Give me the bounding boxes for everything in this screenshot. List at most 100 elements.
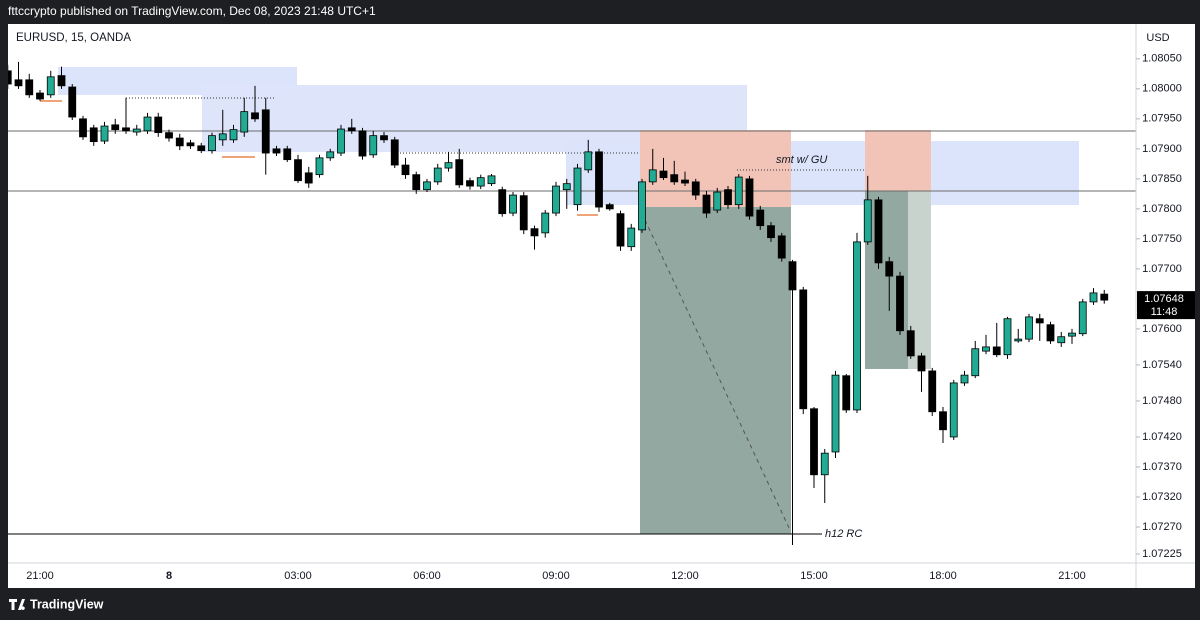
candle-body xyxy=(390,139,399,166)
candle-body xyxy=(197,145,206,152)
candle-body xyxy=(304,172,313,184)
candle-body xyxy=(57,75,66,87)
candle-body xyxy=(702,194,711,214)
candle-body xyxy=(401,164,410,176)
candle-body xyxy=(670,174,679,183)
y-tick-label: 1.07270 xyxy=(1142,521,1182,533)
symbol: EURUSD, 15, OANDA xyxy=(16,32,131,44)
zone xyxy=(640,207,791,534)
y-tick-label: 1.07950 xyxy=(1142,113,1182,125)
candle-body xyxy=(713,191,722,211)
candle-body xyxy=(1089,292,1098,303)
candle-body xyxy=(756,209,765,227)
candle-body xyxy=(272,148,281,154)
candle-body xyxy=(906,330,915,357)
candle-body xyxy=(36,92,44,100)
candle-body xyxy=(1100,293,1109,301)
candle-body xyxy=(122,127,130,132)
last-price-box xyxy=(1137,291,1195,320)
candle-body xyxy=(132,128,141,133)
candle-body xyxy=(143,116,152,132)
x-tick-label: 09:00 xyxy=(542,570,570,582)
y-tick-label: 1.08000 xyxy=(1142,83,1182,95)
candle-body xyxy=(562,183,571,191)
candle-body xyxy=(519,195,528,231)
candle-body xyxy=(939,411,947,431)
candle-body xyxy=(659,170,668,179)
candle-body xyxy=(412,174,421,191)
footer-logo: TradingView xyxy=(9,597,104,611)
annotation: h12 RC xyxy=(825,528,862,540)
annotation: smt w/ GU xyxy=(776,154,827,166)
candle-body xyxy=(89,127,98,143)
candle-body xyxy=(638,181,646,231)
candle-body xyxy=(1078,301,1087,335)
x-tick-label: 21:00 xyxy=(1058,570,1086,582)
candle-body xyxy=(1057,336,1066,344)
candle-body xyxy=(229,129,238,141)
candle-body xyxy=(186,142,195,147)
candle-body xyxy=(326,151,335,159)
brand: TradingView xyxy=(30,597,104,611)
candle-body xyxy=(1068,332,1076,337)
candle-body xyxy=(584,151,593,171)
y-tick-label: 1.07320 xyxy=(1142,491,1182,503)
candle-body xyxy=(1014,338,1023,342)
candle-body xyxy=(724,189,732,206)
candle-body xyxy=(175,137,184,147)
candle-body xyxy=(863,199,872,243)
x-tick-label: 03:00 xyxy=(284,570,312,582)
candle-body xyxy=(261,109,270,154)
candle-body xyxy=(487,175,496,185)
y-tick-label: 1.07480 xyxy=(1142,395,1182,407)
candle-body xyxy=(100,125,109,142)
candle-body xyxy=(294,159,302,182)
candle-body xyxy=(917,355,926,372)
candle-body xyxy=(595,151,603,208)
y-tick-label: 1.07800 xyxy=(1142,203,1182,215)
candle-body xyxy=(767,225,775,239)
candle-body xyxy=(573,167,582,206)
candle-body xyxy=(1025,316,1033,340)
candle-body xyxy=(25,79,34,96)
candle-body xyxy=(885,261,894,277)
x-tick-label: 21:00 xyxy=(26,570,54,582)
countdown-label: 11:48 xyxy=(1151,306,1178,318)
candle-body xyxy=(530,228,539,237)
publish-info: fttccrypto published on TradingView.com,… xyxy=(8,4,376,18)
y-tick-label: 1.07850 xyxy=(1142,173,1182,185)
candle-body xyxy=(681,179,689,184)
candle-body xyxy=(896,275,904,332)
candle-body xyxy=(831,374,840,453)
candle-body xyxy=(283,148,292,161)
projection-line xyxy=(644,219,791,531)
candle-body xyxy=(1035,318,1044,324)
candle-body xyxy=(498,189,507,215)
y-tick-label: 1.07540 xyxy=(1142,359,1182,371)
candle-body xyxy=(874,199,883,264)
candle-body xyxy=(358,130,367,157)
candle-body xyxy=(960,374,969,384)
candle-body xyxy=(616,213,625,247)
candles xyxy=(8,61,1109,545)
candle-body xyxy=(337,128,345,154)
candle-body xyxy=(455,159,464,186)
candle-body xyxy=(949,382,958,438)
candle-body xyxy=(1046,324,1055,342)
candle-body xyxy=(928,370,937,413)
candle-body xyxy=(777,235,786,259)
candle-body xyxy=(992,346,1001,356)
candle-body xyxy=(154,116,163,134)
zone xyxy=(865,130,931,191)
y-tick-label: 1.07225 xyxy=(1142,548,1182,560)
candle-body xyxy=(68,86,77,118)
x-tick-label: 18:00 xyxy=(929,570,957,582)
candle-body xyxy=(8,70,12,85)
candle-body xyxy=(433,167,442,183)
y-tick-label: 1.07700 xyxy=(1142,263,1182,275)
candle-body xyxy=(423,181,431,191)
candle-body xyxy=(1003,318,1012,356)
last-price-label: 1.07648 xyxy=(1144,293,1184,305)
